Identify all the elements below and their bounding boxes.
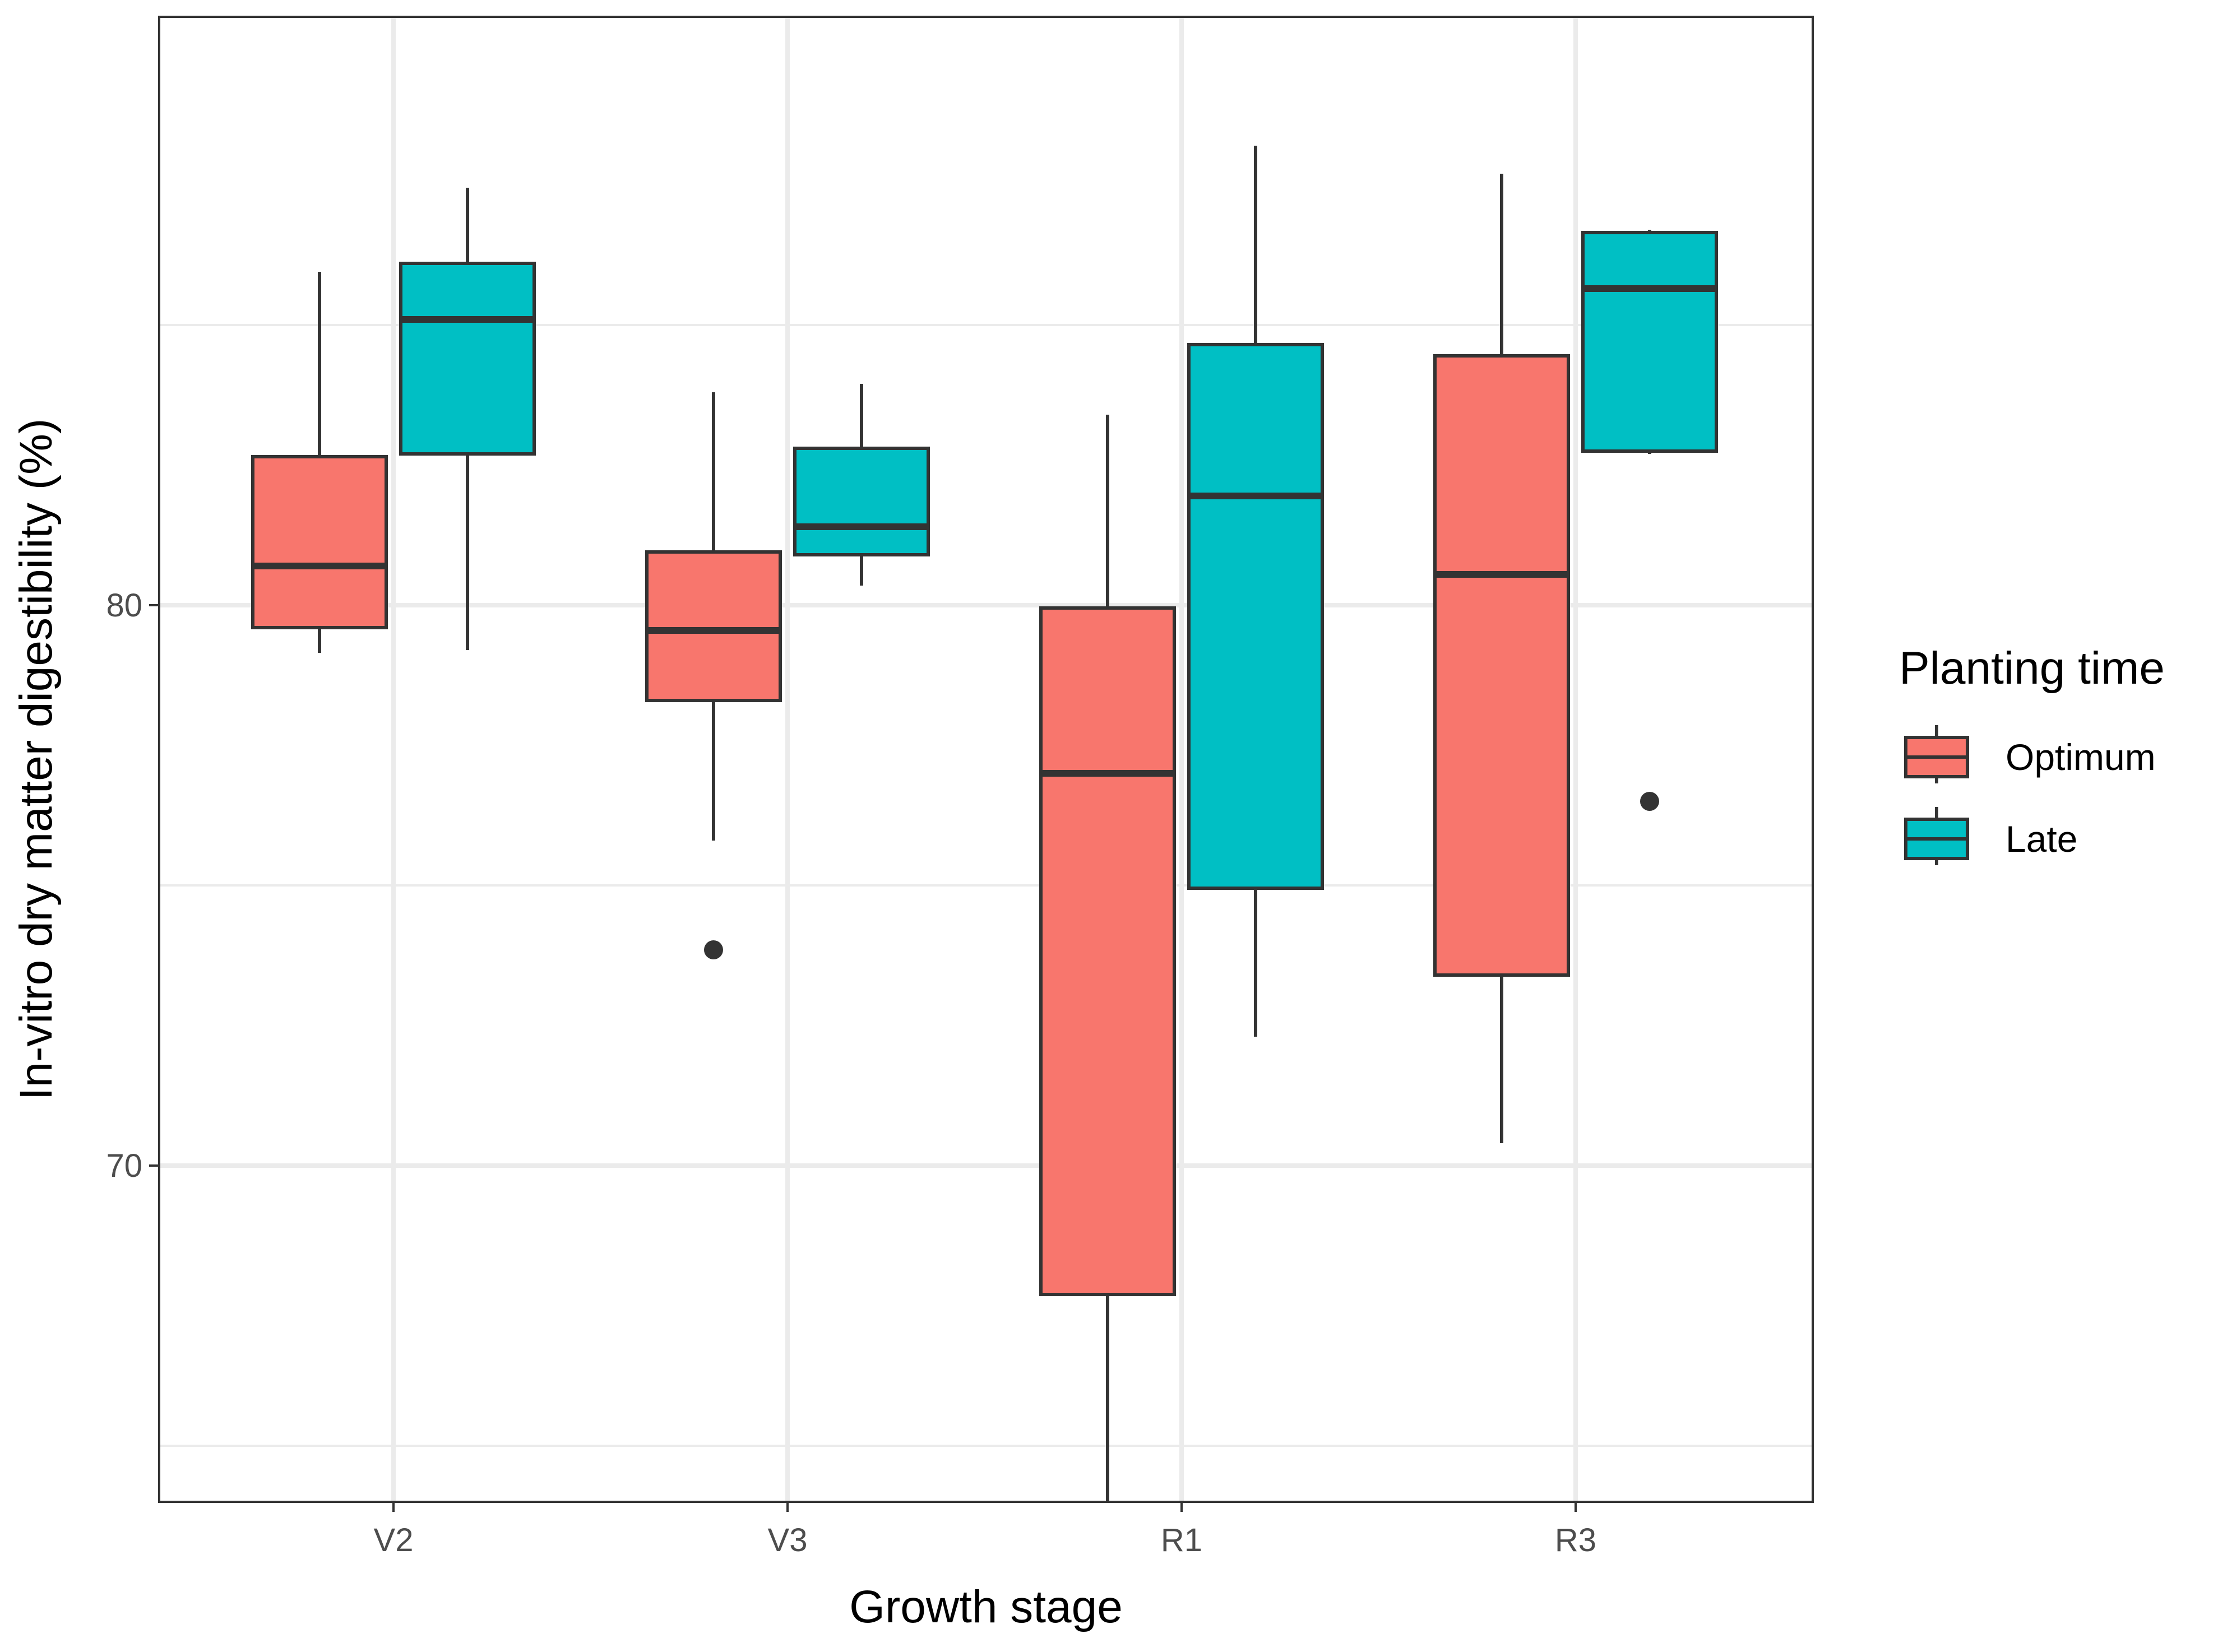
legend-key-optimum: Optimum xyxy=(1904,725,2156,783)
box-series xyxy=(251,146,1718,1502)
box-body xyxy=(399,262,536,456)
y-tick-label: 70 xyxy=(106,1148,142,1184)
box-optimum-r1 xyxy=(1039,415,1176,1502)
box-late-v3 xyxy=(793,384,930,586)
box-body xyxy=(1187,343,1324,890)
x-tick-label: V3 xyxy=(768,1522,808,1558)
box-body xyxy=(1039,606,1176,1296)
box-body xyxy=(793,447,930,556)
outlier-point xyxy=(1640,792,1659,811)
box-body xyxy=(251,455,388,629)
box-optimum-v2 xyxy=(251,272,388,653)
outlier-point xyxy=(704,940,723,959)
box-late-r1 xyxy=(1187,146,1324,1037)
x-tick-label: R1 xyxy=(1161,1522,1202,1558)
legend-key-late: Late xyxy=(1904,807,2077,865)
legend-label: Late xyxy=(2006,818,2077,860)
x-tick-label: V2 xyxy=(374,1522,414,1558)
box-late-v2 xyxy=(399,188,536,650)
legend: Planting time Optimum Late xyxy=(1899,643,2165,865)
plot-panel-border xyxy=(158,16,1814,1503)
y-axis-title: In-vitro dry matter digestibility (%) xyxy=(11,419,62,1101)
x-axis: V2 V3 R1 R3 xyxy=(374,1502,1596,1558)
box-optimum-v3 xyxy=(645,392,782,959)
legend-title: Planting time xyxy=(1899,643,2165,694)
box-late-r3 xyxy=(1581,230,1718,811)
y-tick-label: 80 xyxy=(106,587,142,624)
box-body xyxy=(1581,231,1718,453)
box-body xyxy=(645,550,782,702)
box-optimum-r3 xyxy=(1433,174,1570,1143)
y-axis: 70 80 xyxy=(106,587,159,1184)
box-body xyxy=(1433,354,1570,977)
x-tick-label: R3 xyxy=(1555,1522,1596,1558)
x-axis-title: Growth stage xyxy=(849,1581,1123,1632)
legend-label: Optimum xyxy=(2006,736,2156,778)
